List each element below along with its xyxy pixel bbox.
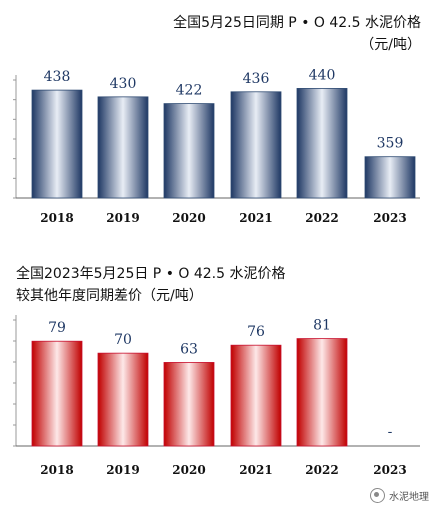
c2-value-label: 70 <box>114 332 132 348</box>
watermark: 水泥地理 <box>370 488 429 503</box>
chart2-subtitle: 较其他年度同期差价（元/吨） <box>16 288 203 304</box>
c1-x-tick-label: 2019 <box>106 211 139 225</box>
c2-value-label: 81 <box>313 318 331 334</box>
c1-bar-2020 <box>163 103 215 199</box>
wechat-icon <box>370 488 385 503</box>
c1-x-tick-label: 2020 <box>172 211 205 225</box>
c2-bar-2019 <box>97 352 149 447</box>
c1-value-label: 359 <box>377 136 404 152</box>
c1-bar-2022 <box>296 88 348 199</box>
c1-value-label: 436 <box>243 71 270 87</box>
c2-bar-2022 <box>296 338 348 447</box>
c1-bar-2018 <box>31 89 83 199</box>
c2-x-tick-label: 2023 <box>373 463 406 477</box>
c2-value-label: 79 <box>48 320 66 336</box>
c2-value-label: - <box>388 424 393 440</box>
c2-bar-2018 <box>31 340 83 447</box>
c2-x-tick-label: 2021 <box>239 463 272 477</box>
c1-x-tick-label: 2023 <box>373 211 406 225</box>
chart2-title: 全国2023年5月25日 P • O 42.5 水泥价格 <box>16 266 286 282</box>
c2-bar-2021 <box>230 344 282 447</box>
c1-x-tick-label: 2021 <box>239 211 272 225</box>
c1-bar-2021 <box>230 91 282 199</box>
chart1-subtitle: （元/吨） <box>360 37 421 53</box>
c2-value-label: 76 <box>247 324 265 340</box>
c1-bar-2023 <box>364 156 416 199</box>
c1-value-label: 438 <box>44 69 71 85</box>
chart2-title-block: 全国2023年5月25日 P • O 42.5 水泥价格 较其他年度同期差价（元… <box>16 263 286 307</box>
c2-x-tick-label: 2020 <box>172 463 205 477</box>
c1-x-tick-label: 2022 <box>305 211 338 225</box>
c1-value-label: 440 <box>309 67 336 83</box>
c2-bar-2020 <box>163 362 215 447</box>
c1-value-label: 422 <box>176 83 203 99</box>
c1-value-label: 430 <box>110 76 137 92</box>
c1-x-tick-label: 2018 <box>40 211 73 225</box>
c1-bar-2019 <box>97 96 149 199</box>
c2-x-tick-label: 2019 <box>106 463 139 477</box>
chart1-title: 全国5月25日同期 P • O 42.5 水泥价格 <box>173 15 421 31</box>
c2-value-label: 63 <box>180 341 198 357</box>
c2-x-tick-label: 2018 <box>40 463 73 477</box>
c2-x-tick-label: 2022 <box>305 463 338 477</box>
watermark-text: 水泥地理 <box>389 492 429 503</box>
chart1-title-block: 全国5月25日同期 P • O 42.5 水泥价格 （元/吨） <box>173 12 421 56</box>
